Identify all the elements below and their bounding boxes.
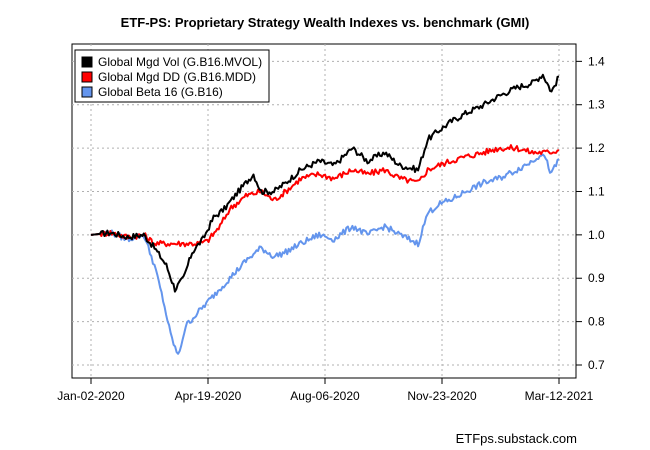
y-tick-label: 1.1 <box>588 184 605 198</box>
y-tick-label: 1.4 <box>588 54 605 68</box>
series-group <box>90 73 560 355</box>
chart-title: ETF-PS: Proprietary Strategy Wealth Inde… <box>121 15 530 30</box>
x-tick-label: Jan-02-2020 <box>57 389 125 403</box>
legend-label-0: Global Mgd Vol (G.B16.MVOL) <box>98 55 262 69</box>
legend-box <box>74 49 270 103</box>
y-axis: 0.7 0.8 0.9 1.0 1.1 1.2 1.3 1.4 <box>576 54 605 372</box>
legend-swatch-0 <box>81 56 93 68</box>
legend-swatch-1 <box>81 71 93 83</box>
x-tick-label: Nov-23-2020 <box>407 389 477 403</box>
y-tick-label: 0.7 <box>588 358 605 372</box>
credit-text: ETFps.substack.com <box>456 431 577 446</box>
series-line-0 <box>90 73 560 293</box>
legend-label-2: Global Beta 16 (G.B16) <box>98 85 223 99</box>
legend-label-1: Global Mgd DD (G.B16.MDD) <box>98 70 256 84</box>
y-tick-label: 0.9 <box>588 271 605 285</box>
x-axis: Jan-02-2020 Apr-19-2020 Aug-06-2020 Nov-23-… <box>57 378 594 403</box>
series-line-2 <box>90 153 560 355</box>
legend-swatch-2 <box>81 86 93 98</box>
plot-area <box>71 43 577 379</box>
y-tick-label: 1.0 <box>588 228 605 242</box>
x-tick-label: Aug-06-2020 <box>290 389 360 403</box>
x-tick-label: Apr-19-2020 <box>175 389 242 403</box>
y-tick-label: 1.3 <box>588 98 605 112</box>
x-tick-label: Mar-12-2021 <box>525 389 594 403</box>
legend: Global Mgd Vol (G.B16.MVOL)Global Mgd DD… <box>74 49 270 103</box>
series-line-1 <box>90 144 560 248</box>
y-tick-label: 0.8 <box>588 315 605 329</box>
y-tick-label: 1.2 <box>588 141 605 155</box>
